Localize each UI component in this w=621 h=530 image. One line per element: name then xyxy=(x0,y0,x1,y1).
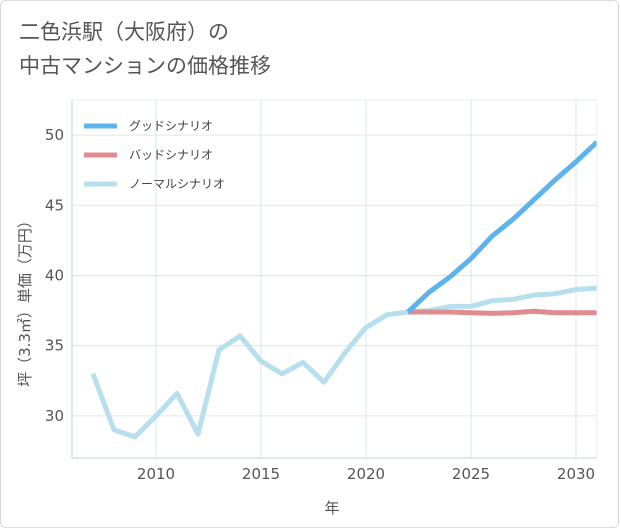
series-line-2 xyxy=(90,285,597,440)
chart-title-line-2: 中古マンションの価格推移 xyxy=(19,54,271,78)
grid-layer xyxy=(72,100,597,458)
y-tick-label: 50 xyxy=(45,126,64,144)
axis-layer: 2010 2015 2020 2025 2030 30 35 40 45 50 xyxy=(45,99,598,483)
series-layer xyxy=(90,140,597,440)
y-tick-label: 40 xyxy=(45,266,64,284)
y-tick-label: 35 xyxy=(45,337,64,355)
legend-label-2: ノーマルシナリオ xyxy=(129,177,225,191)
y-tick-label: 45 xyxy=(45,196,64,214)
x-axis-label: 年 xyxy=(324,499,339,517)
x-tick-label: 2010 xyxy=(137,465,175,483)
x-tick-label: 2020 xyxy=(347,465,385,483)
legend-label-1: バッドシナリオ xyxy=(129,148,213,162)
chart-title-line-1: 二色浜駅（大阪府）の xyxy=(19,20,229,44)
x-tick-label: 2015 xyxy=(242,465,280,483)
chart-title: 二色浜駅（大阪府）の 中古マンションの価格推移 xyxy=(19,15,271,83)
y-axis-label: 坪（3.3㎡）単価（万円） xyxy=(16,213,34,387)
x-tick-label: 2030 xyxy=(557,465,595,483)
series-line-1 xyxy=(408,308,597,316)
legend-label-0: グッドシナリオ xyxy=(129,119,213,133)
x-tick-label: 2025 xyxy=(452,465,490,483)
series-line-0 xyxy=(406,140,597,314)
y-tick-label: 30 xyxy=(45,407,64,425)
